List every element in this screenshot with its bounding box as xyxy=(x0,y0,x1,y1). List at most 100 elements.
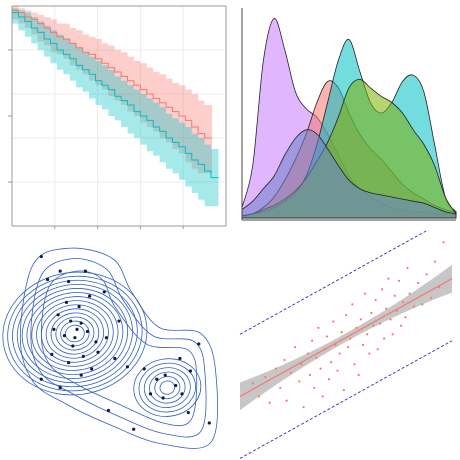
data-point-53 xyxy=(389,318,392,321)
data-point-22 xyxy=(67,361,71,365)
data-point-32 xyxy=(344,313,348,317)
lower-prediction-line xyxy=(239,340,453,459)
outer-contour-line-1 xyxy=(19,247,218,449)
data-point-11 xyxy=(69,319,73,323)
upper-prediction-line xyxy=(239,230,429,335)
survival-curve-2 xyxy=(12,12,219,179)
data-point-2 xyxy=(46,277,50,282)
data-point-21 xyxy=(321,395,324,398)
data-point-41 xyxy=(363,292,367,295)
data-point-62 xyxy=(408,292,411,295)
density-area-5 xyxy=(241,129,457,219)
data-point-54 xyxy=(391,333,394,336)
data-point-13 xyxy=(52,327,56,331)
data-point-15 xyxy=(85,329,90,334)
data-point-38 xyxy=(188,369,192,373)
contour-line-1 xyxy=(45,308,104,359)
data-point-60 xyxy=(404,316,407,319)
data-point-1 xyxy=(39,254,43,259)
data-point-17 xyxy=(71,344,75,348)
data-point-36 xyxy=(353,363,356,366)
data-point-20 xyxy=(319,367,322,370)
data-point-49 xyxy=(380,288,384,291)
data-point-44 xyxy=(370,311,373,314)
data-point-3 xyxy=(264,376,267,379)
data-point-8 xyxy=(64,300,69,304)
data-point-37 xyxy=(148,392,153,396)
contour-line-1 xyxy=(65,324,85,343)
contour-line-2 xyxy=(143,367,191,408)
data-point-13 xyxy=(302,405,305,409)
data-point-38 xyxy=(357,373,360,377)
data-point-26 xyxy=(79,373,83,377)
density-curves-chart xyxy=(241,8,457,221)
contour-line-1 xyxy=(36,300,114,367)
data-point-16 xyxy=(94,340,98,344)
data-point-48 xyxy=(378,322,382,325)
data-point-1 xyxy=(251,382,254,385)
outer-contour-line-2 xyxy=(30,258,207,438)
data-point-39 xyxy=(178,356,182,361)
data-point-45 xyxy=(372,324,375,327)
data-point-27 xyxy=(39,377,43,381)
data-point-68 xyxy=(433,260,437,263)
data-point-66 xyxy=(425,273,428,276)
regression-scatter-chart xyxy=(239,230,453,459)
data-point-12 xyxy=(300,363,303,366)
data-point-33 xyxy=(163,373,167,377)
data-point-59 xyxy=(402,301,405,304)
data-point-14 xyxy=(62,334,66,338)
data-point-23 xyxy=(325,335,329,338)
data-point-24 xyxy=(113,356,117,361)
data-point-57 xyxy=(397,279,401,282)
data-point-50 xyxy=(383,337,386,340)
data-point-35 xyxy=(351,303,354,306)
data-point-43 xyxy=(368,352,371,355)
data-point-18 xyxy=(315,356,318,359)
data-point-65 xyxy=(421,303,424,306)
contour-line-2 xyxy=(154,376,181,400)
data-point-47 xyxy=(376,348,379,351)
data-point-14 xyxy=(306,352,309,355)
confidence-band-2 xyxy=(12,8,219,207)
data-point-31 xyxy=(342,388,345,392)
data-point-9 xyxy=(77,304,81,309)
data-point-43 xyxy=(125,365,129,369)
data-point-5 xyxy=(274,367,278,370)
data-point-11 xyxy=(298,380,301,383)
data-point-20 xyxy=(81,354,85,358)
outer-contour-line-3 xyxy=(40,270,198,427)
contour-line-1 xyxy=(7,275,143,392)
contour-line-2 xyxy=(159,380,176,395)
data-point-6 xyxy=(279,386,282,389)
data-point-10 xyxy=(56,313,60,317)
data-point-6 xyxy=(102,290,106,294)
data-point-42 xyxy=(366,333,369,336)
data-point-40 xyxy=(361,343,365,347)
contour-scatter-chart xyxy=(2,247,218,449)
data-point-30 xyxy=(340,331,343,334)
data-point-23 xyxy=(90,367,94,371)
data-point-19 xyxy=(50,352,54,356)
data-point-61 xyxy=(406,266,409,270)
data-point-24 xyxy=(327,378,331,381)
contour-line-1 xyxy=(60,320,90,347)
data-point-28 xyxy=(336,369,339,372)
data-point-8 xyxy=(285,399,288,402)
data-point-30 xyxy=(132,427,136,431)
data-point-52 xyxy=(387,277,390,280)
data-point-37 xyxy=(355,326,358,329)
data-point-31 xyxy=(142,367,146,371)
data-point-70 xyxy=(442,241,445,244)
contour-line-2 xyxy=(149,371,186,404)
data-point-21 xyxy=(96,350,100,354)
data-point-29 xyxy=(106,408,111,413)
data-point-39 xyxy=(359,318,362,321)
data-point-27 xyxy=(334,343,337,347)
data-point-44 xyxy=(73,336,77,340)
data-point-28 xyxy=(58,386,62,390)
survival-curve-1 xyxy=(12,9,213,139)
data-point-25 xyxy=(330,361,333,364)
data-point-46 xyxy=(374,298,377,302)
